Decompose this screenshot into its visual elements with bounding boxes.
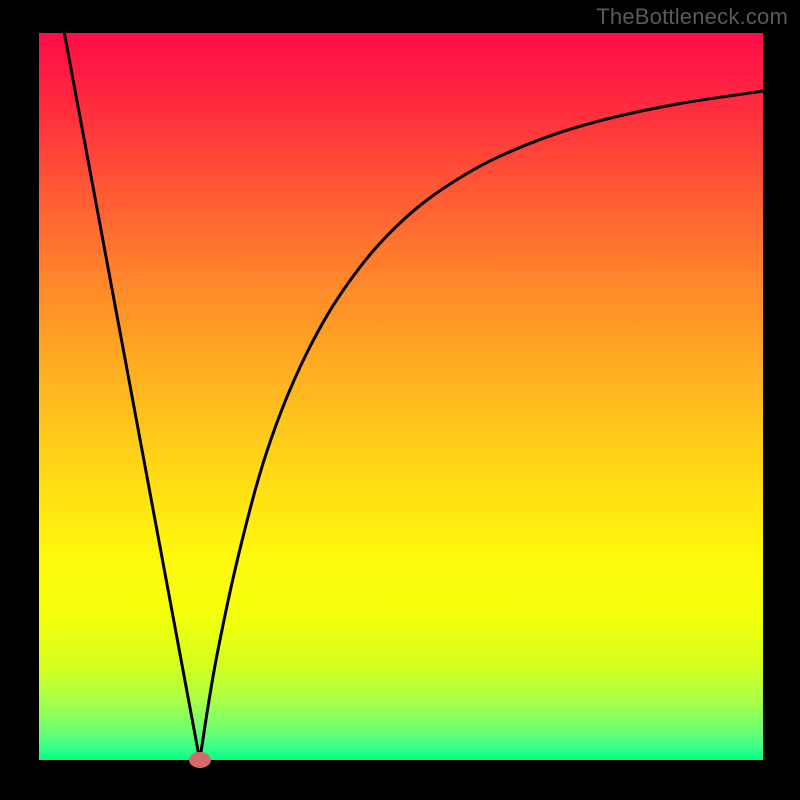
optimal-point-marker: [189, 752, 211, 768]
watermark-text: TheBottleneck.com: [596, 4, 788, 30]
curve-svg-layer: [0, 0, 800, 800]
chart-container: { "watermark": { "text": "TheBottleneck.…: [0, 0, 800, 800]
bottleneck-curve: [64, 33, 763, 760]
